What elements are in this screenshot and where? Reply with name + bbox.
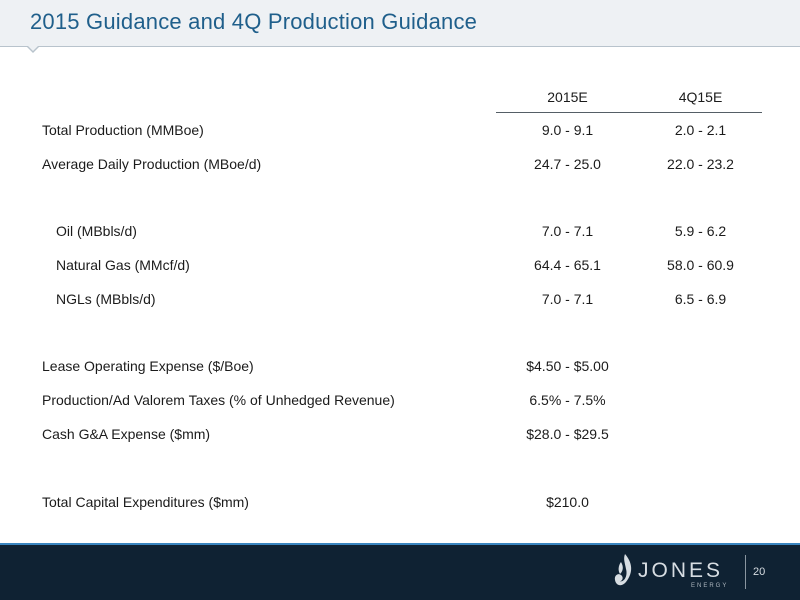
logo-wordmark: JONES xyxy=(638,559,724,582)
row-value-2015e: 6.5% - 7.5% xyxy=(529,392,606,409)
row-value-2015e: $4.50 - $5.00 xyxy=(526,358,609,375)
table-row: Oil (MBbls/d) 7.0 - 7.1 5.9 - 6.2 xyxy=(36,214,762,248)
row-value-4q15e: 6.5 - 6.9 xyxy=(674,290,727,307)
table-spacer-row xyxy=(36,316,762,350)
row-label: Average Daily Production (MBoe/d) xyxy=(42,155,262,172)
column-header-2015e: 2015E xyxy=(496,82,639,113)
table-spacer-row xyxy=(36,451,762,485)
row-value-4q15e: 58.0 - 60.9 xyxy=(667,257,734,274)
footer-accent-line xyxy=(0,543,800,545)
header-divider xyxy=(0,46,800,47)
company-logo: JONES ENERGY xyxy=(612,552,732,594)
row-label: Lease Operating Expense ($/Boe) xyxy=(42,358,254,375)
row-value-2015e: 7.0 - 7.1 xyxy=(541,290,594,307)
row-value-4q15e: 22.0 - 23.2 xyxy=(667,155,734,172)
row-value-2015e: $210.0 xyxy=(546,493,589,510)
slide-footer xyxy=(0,545,800,600)
row-label: Production/Ad Valorem Taxes (% of Unhedg… xyxy=(42,392,395,409)
slide-title: 2015 Guidance and 4Q Production Guidance xyxy=(30,9,478,34)
row-value-4q15e xyxy=(639,383,762,417)
row-value-2015e: 7.0 - 7.1 xyxy=(541,223,594,240)
table-row: Natural Gas (MMcf/d) 64.4 - 65.1 58.0 - … xyxy=(36,248,762,282)
row-value-4q15e xyxy=(639,350,762,384)
table-spacer-row xyxy=(36,181,762,215)
row-value-4q15e xyxy=(639,417,762,451)
table-row: Production/Ad Valorem Taxes (% of Unhedg… xyxy=(36,383,762,417)
row-value-2015e: 9.0 - 9.1 xyxy=(541,121,594,138)
spacer-cell xyxy=(36,451,762,485)
spacer-cell xyxy=(36,316,762,350)
table-header-row: 2015E 4Q15E xyxy=(36,82,762,113)
row-label: Cash G&A Expense ($mm) xyxy=(42,426,211,443)
row-label: Total Production (MMBoe) xyxy=(42,121,204,138)
page-number: 20 xyxy=(753,566,766,578)
table-row: Average Daily Production (MBoe/d) 24.7 -… xyxy=(36,147,762,181)
table-row: Total Capital Expenditures ($mm) $210.0 xyxy=(36,485,762,519)
table-row: Total Production (MMBoe) 9.0 - 9.1 2.0 -… xyxy=(36,113,762,147)
column-header-4q15e: 4Q15E xyxy=(639,82,762,113)
row-label: NGLs (MBbls/d) xyxy=(56,290,156,307)
row-label: Total Capital Expenditures ($mm) xyxy=(42,493,249,510)
footer-divider xyxy=(745,555,746,589)
table-row: Cash G&A Expense ($mm) $28.0 - $29.5 xyxy=(36,417,762,451)
spacer-cell xyxy=(36,181,762,215)
row-value-2015e: 64.4 - 65.1 xyxy=(534,257,601,274)
row-value-4q15e: 2.0 - 2.1 xyxy=(674,121,727,138)
logo-subtext: ENERGY xyxy=(691,583,729,589)
guidance-table: 2015E 4Q15E Total Production (MMBoe) 9.0… xyxy=(36,82,762,519)
row-value-2015e: $28.0 - $29.5 xyxy=(526,426,609,443)
row-label: Natural Gas (MMcf/d) xyxy=(56,257,190,274)
table-row: Lease Operating Expense ($/Boe) $4.50 - … xyxy=(36,350,762,384)
row-label: Oil (MBbls/d) xyxy=(56,223,137,240)
flame-swirl-icon xyxy=(614,554,632,586)
slide-header: 2015 Guidance and 4Q Production Guidance xyxy=(0,0,800,46)
header-notch-inner xyxy=(28,46,38,51)
table-row: NGLs (MBbls/d) 7.0 - 7.1 6.5 - 6.9 xyxy=(36,282,762,316)
row-value-4q15e xyxy=(639,485,762,519)
row-value-4q15e: 5.9 - 6.2 xyxy=(674,223,727,240)
column-header-label xyxy=(36,82,496,113)
row-value-2015e: 24.7 - 25.0 xyxy=(534,155,601,172)
